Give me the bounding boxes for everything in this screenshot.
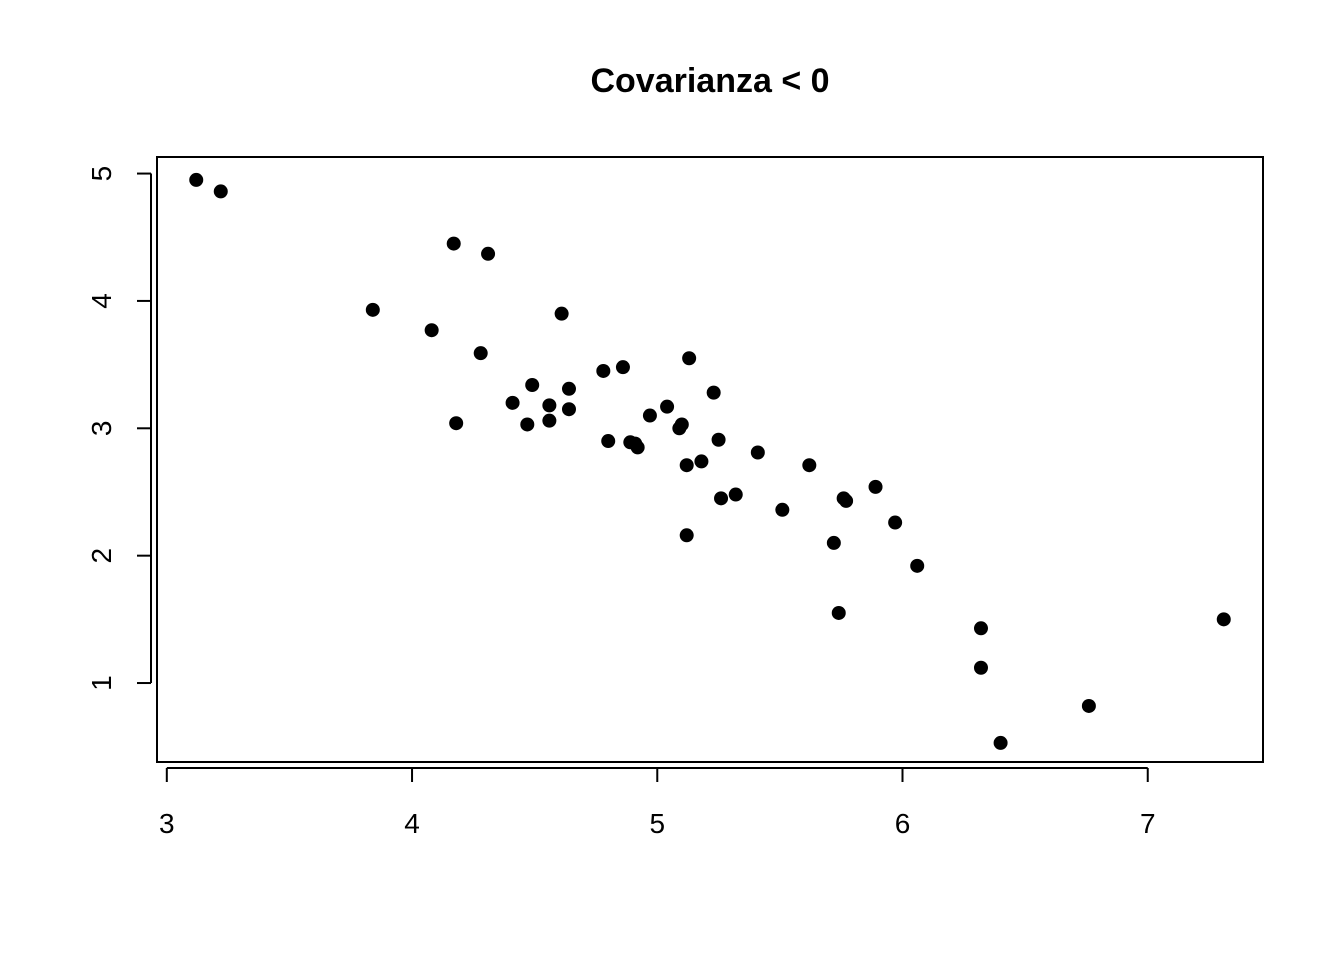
data-point <box>189 172 204 187</box>
plot-frame <box>156 156 1264 763</box>
data-point <box>630 440 645 455</box>
data-points <box>189 172 1231 750</box>
data-point <box>888 515 903 530</box>
data-point <box>554 306 569 321</box>
y-tick-label: 5 <box>86 166 117 182</box>
data-point <box>449 416 464 431</box>
y-tick-label: 1 <box>86 675 117 691</box>
x-tick-label: 5 <box>649 808 665 839</box>
data-point <box>596 363 611 378</box>
data-point <box>1216 612 1231 627</box>
data-point <box>973 621 988 636</box>
data-point <box>365 302 380 317</box>
data-point <box>802 458 817 473</box>
data-point <box>674 417 689 432</box>
data-point <box>706 385 721 400</box>
x-axis: 3 4 5 6 7 <box>159 767 1156 839</box>
data-point <box>601 434 616 449</box>
data-point <box>973 660 988 675</box>
data-point <box>711 432 726 447</box>
data-point <box>839 493 854 508</box>
data-point <box>993 735 1008 750</box>
data-point <box>679 528 694 543</box>
x-tick-label: 7 <box>1140 808 1156 839</box>
data-point <box>542 413 557 428</box>
data-point <box>615 360 630 375</box>
y-tick-label: 2 <box>86 548 117 564</box>
data-point <box>481 246 496 261</box>
x-tick-label: 6 <box>895 808 911 839</box>
data-point <box>642 408 657 423</box>
data-point <box>910 558 925 573</box>
data-point <box>525 377 540 392</box>
data-point <box>542 398 557 413</box>
data-point <box>775 502 790 517</box>
data-point <box>682 351 697 366</box>
data-point <box>561 381 576 396</box>
data-point <box>446 236 461 251</box>
data-point <box>213 184 228 199</box>
data-point <box>868 479 883 494</box>
data-point <box>714 491 729 506</box>
data-point <box>561 402 576 417</box>
chart-title: Covarianza < 0 <box>590 62 829 100</box>
y-tick-label: 4 <box>86 293 117 309</box>
data-point <box>831 605 846 620</box>
x-tick-label: 3 <box>159 808 175 839</box>
data-point <box>660 399 675 414</box>
data-point <box>520 417 535 432</box>
data-point <box>679 458 694 473</box>
data-point <box>750 445 765 460</box>
data-point <box>1081 698 1096 713</box>
data-point <box>505 395 520 410</box>
y-axis: 1 2 3 4 5 <box>86 166 152 691</box>
data-point <box>826 535 841 550</box>
data-point <box>694 454 709 469</box>
x-tick-label: 4 <box>404 808 420 839</box>
y-tick-label: 3 <box>86 421 117 437</box>
data-point <box>424 323 439 338</box>
data-point <box>473 346 488 361</box>
data-point <box>728 487 743 502</box>
